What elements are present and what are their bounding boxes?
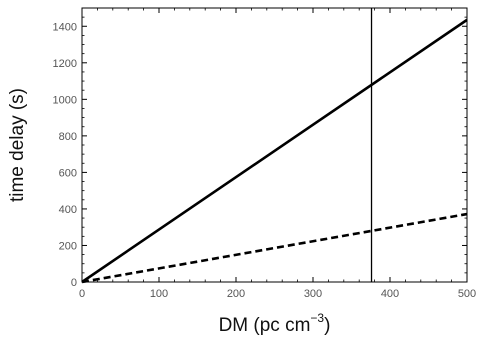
y-axis-label: time delay (s)	[7, 88, 28, 202]
y-tick-label: 200	[59, 240, 77, 252]
y-tick-label: 0	[71, 277, 77, 289]
y-tick-label: 1200	[53, 58, 77, 70]
y-tick-label: 1400	[53, 21, 77, 33]
y-tick-label: 600	[59, 167, 77, 179]
plot-frame	[81, 7, 468, 283]
x-tick-label: 500	[458, 288, 476, 300]
x-tick-label: 300	[304, 288, 322, 300]
series-line-dashed	[81, 212, 468, 284]
plot-content	[81, 8, 468, 284]
x-tick-label: 200	[227, 288, 245, 300]
y-axis-ticks: 0 200 400 600 800 1000 1200 1400	[53, 7, 467, 289]
y-tick-label: 1000	[53, 94, 77, 106]
series-line-solid	[81, 18, 468, 284]
x-tick-label: 100	[150, 288, 168, 300]
x-axis-ticks: 0 100 200 300 400 500	[79, 8, 476, 300]
y-tick-label: 800	[59, 131, 77, 143]
x-axis-label: DM (pc cm−3)	[219, 311, 331, 336]
y-tick-label: 400	[59, 204, 77, 216]
x-tick-label: 0	[79, 288, 85, 300]
x-tick-label: 400	[381, 288, 399, 300]
